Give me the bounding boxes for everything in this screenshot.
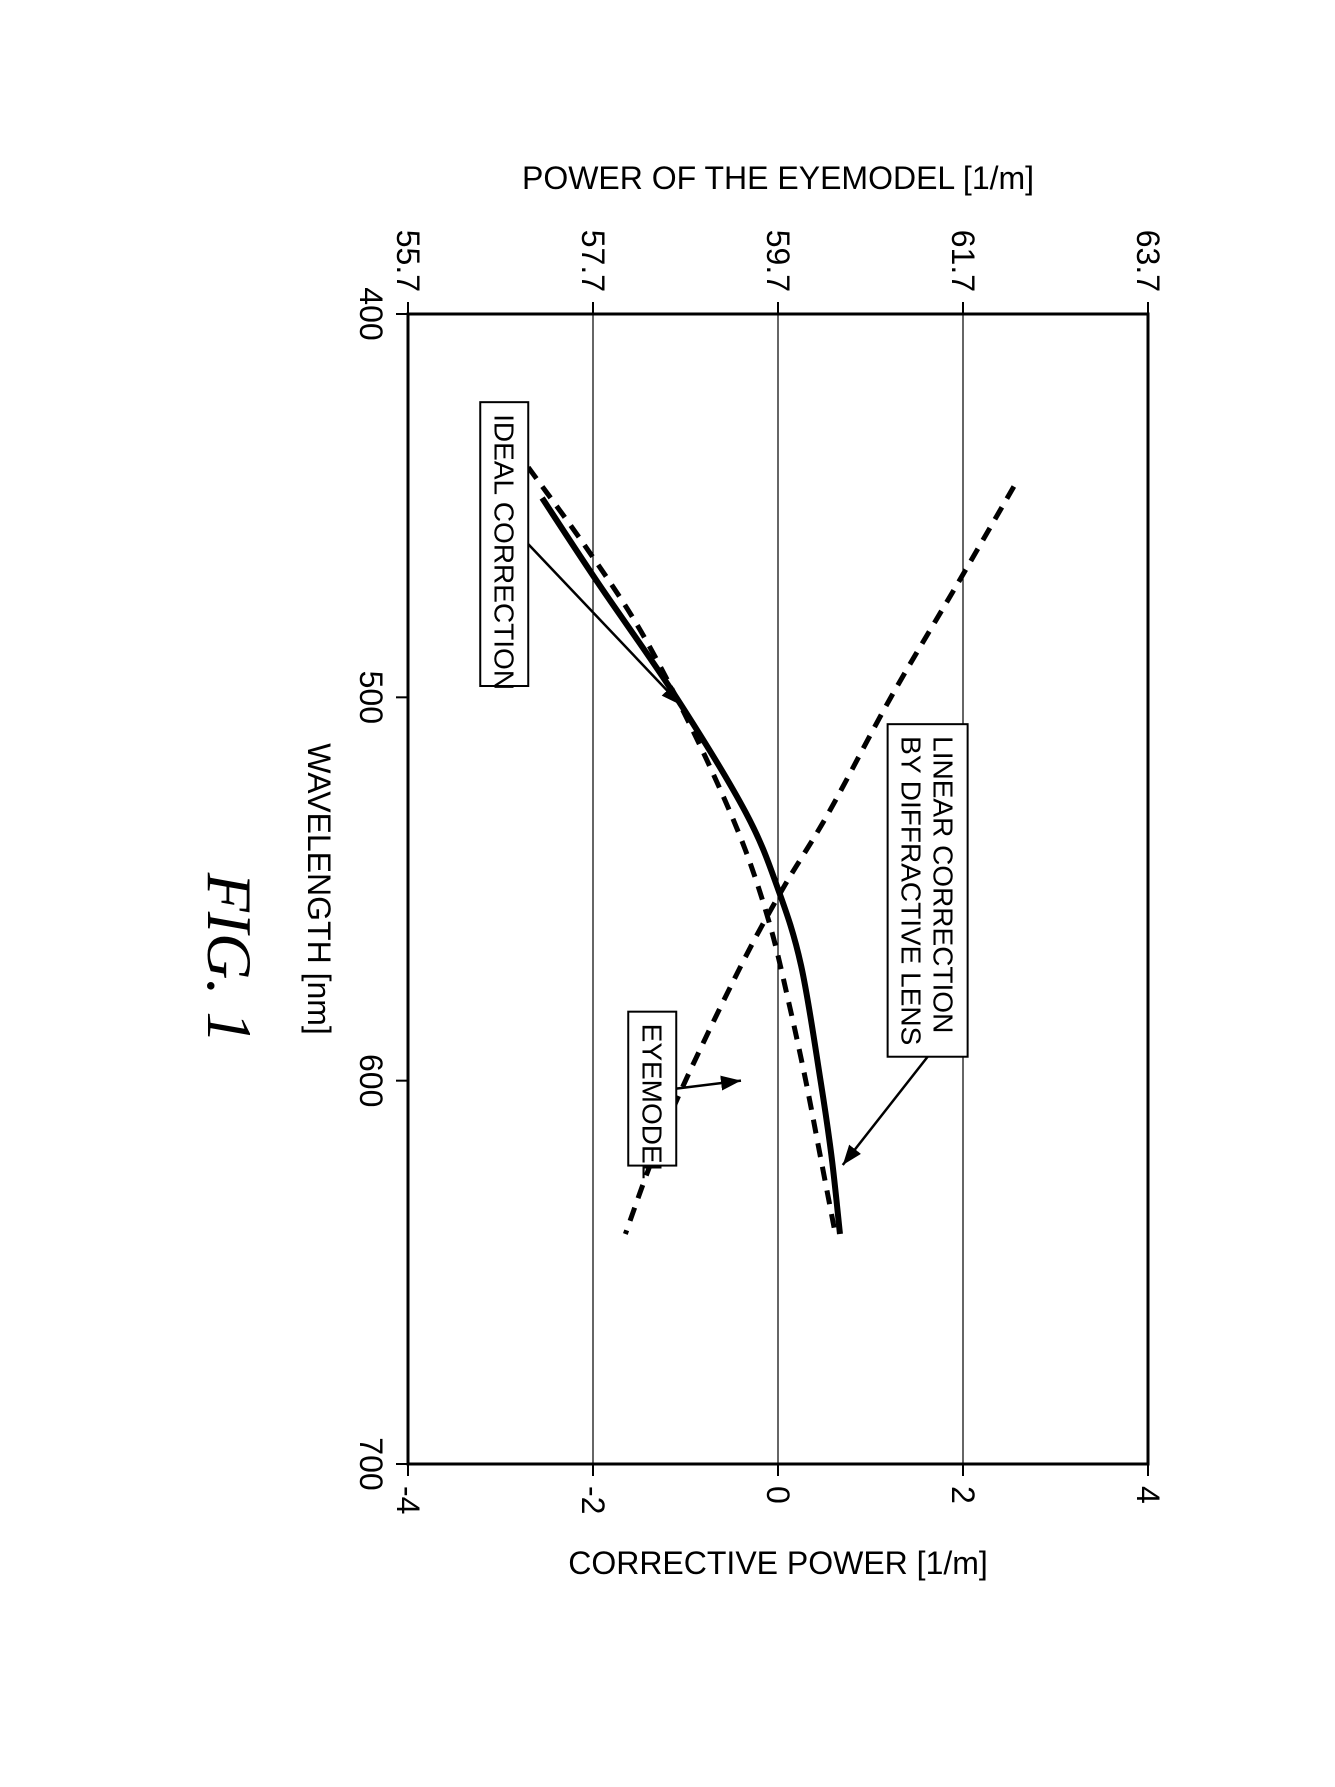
y-right-axis-title: CORRECTIVE POWER [1/m] bbox=[568, 1545, 988, 1581]
yl-tick-label: 63.7 bbox=[1130, 229, 1166, 291]
yr-tick-label: 2 bbox=[945, 1486, 981, 1504]
label-box-text-ideal_correction: IDEAL CORRECTION bbox=[488, 414, 519, 690]
y-left-axis-title: POWER OF THE EYEMODEL [1/m] bbox=[521, 160, 1033, 196]
x-tick-label: 400 bbox=[353, 287, 389, 340]
x-tick-label: 700 bbox=[353, 1437, 389, 1490]
yl-tick-label: 55.7 bbox=[390, 229, 426, 291]
yr-tick-label: 4 bbox=[1130, 1486, 1166, 1504]
yr-tick-label: -2 bbox=[575, 1486, 611, 1514]
figure-label: FIG. 1 bbox=[194, 871, 265, 1043]
x-axis-title: WAVELENGTH [nm] bbox=[301, 743, 337, 1035]
yl-tick-label: 61.7 bbox=[945, 229, 981, 291]
yr-tick-label: 0 bbox=[760, 1486, 796, 1504]
x-tick-label: 500 bbox=[353, 670, 389, 723]
yr-tick-label: -4 bbox=[390, 1486, 426, 1514]
x-tick-label: 600 bbox=[353, 1053, 389, 1106]
label-box-text-linear_correction: LINEAR CORRECTION bbox=[927, 736, 958, 1033]
figure-container: 400 500 600 700 55.7 57.7 59.7 61.7 63.7 -4 -2 0 2 4 W… bbox=[0, 0, 1335, 1787]
chart-svg: 400 500 600 700 55.7 57.7 59.7 61.7 63.7 -4 -2 0 2 4 W… bbox=[118, 144, 1218, 1644]
series-eyemodel bbox=[528, 467, 835, 1234]
yl-tick-label: 57.7 bbox=[575, 229, 611, 291]
chart-rotated-wrapper: 400 500 600 700 55.7 57.7 59.7 61.7 63.7 -4 -2 0 2 4 W… bbox=[118, 144, 1218, 1644]
label-arrow-linear_correction bbox=[842, 1056, 927, 1164]
yl-tick-label: 59.7 bbox=[760, 229, 796, 291]
label-box-text-eyemodel: EYEMODEL bbox=[636, 1023, 667, 1179]
label-box-text-linear_correction: BY DIFFRACTIVE LENS bbox=[895, 736, 926, 1045]
label-arrow-ideal_correction bbox=[528, 544, 681, 705]
